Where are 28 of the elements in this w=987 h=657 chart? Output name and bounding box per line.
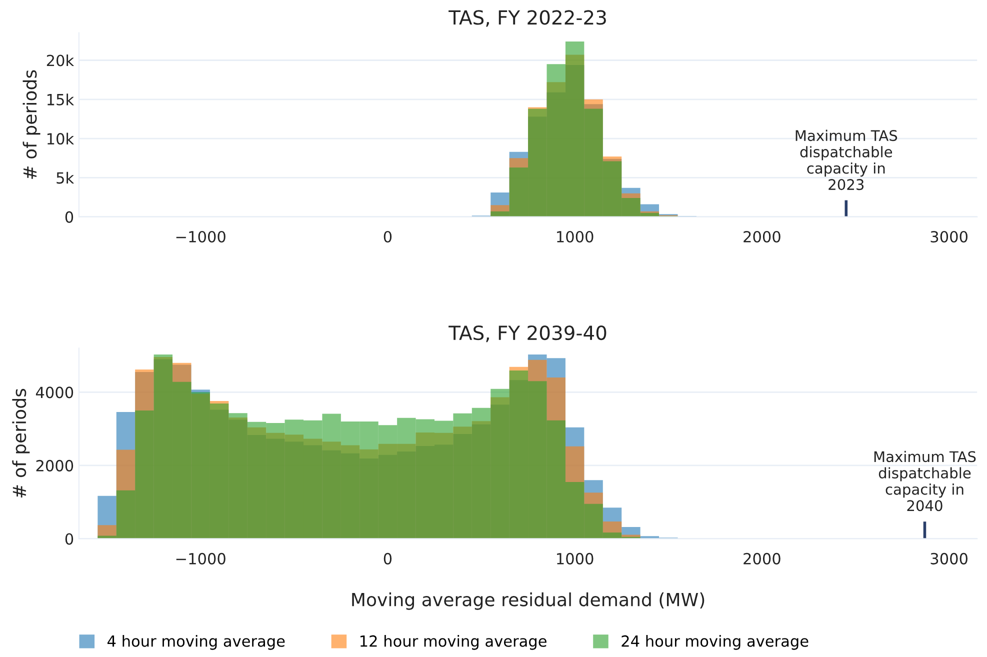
y-axis-title: # of periods xyxy=(22,70,40,179)
legend-label: 4 hour moving average xyxy=(108,635,285,650)
x-tick-label: 0 xyxy=(384,230,392,243)
x-tick-label: 0 xyxy=(384,552,392,564)
x-axis-title: Moving average residual demand (MW) xyxy=(352,592,704,610)
ref-line-label: Maximum TAS dispatchable capacity in 2023 xyxy=(796,130,898,190)
y-tick-label: 0 xyxy=(65,211,74,223)
legend-label: 24 hour moving average xyxy=(622,635,808,650)
x-tick-label: 1000 xyxy=(557,552,594,564)
legend-label: 12 hour moving average xyxy=(360,635,546,650)
chart-title: TAS, FY 2022-23 xyxy=(448,10,606,27)
y-tick-label: 2000 xyxy=(36,460,74,472)
y-tick-label: 15k xyxy=(47,94,74,106)
x-tick-label: −1000 xyxy=(176,552,226,564)
x-tick-label: 1000 xyxy=(557,230,594,243)
x-tick-label: −1000 xyxy=(176,230,226,243)
ref-line-label: Maximum TAS dispatchable capacity in 2040 xyxy=(874,450,976,512)
y-tick-label: 0 xyxy=(65,533,74,545)
y-tick-label: 10k xyxy=(47,132,74,145)
y-tick-label: 4000 xyxy=(36,386,74,398)
x-tick-label: 2000 xyxy=(744,552,780,564)
y-axis-title: # of periods xyxy=(12,388,30,498)
x-tick-label: 3000 xyxy=(930,552,968,564)
y-tick-label: 5k xyxy=(56,172,74,184)
y-tick-label: 20k xyxy=(46,54,74,66)
x-tick-label: 3000 xyxy=(930,230,968,243)
x-tick-label: 2000 xyxy=(744,230,780,243)
chart-title: TAS, FY 2039-40 xyxy=(448,325,606,342)
